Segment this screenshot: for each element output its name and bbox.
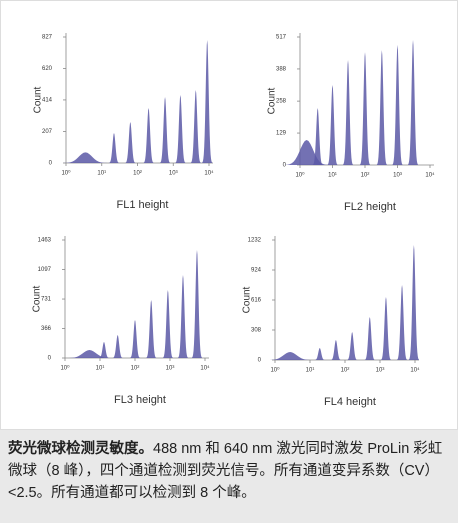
peak: [380, 296, 392, 360]
peak: [159, 97, 171, 163]
x-tick-label: 10⁰: [295, 172, 305, 179]
y-tick-label: 1232: [248, 238, 262, 244]
x-tick-label: 10⁰: [270, 367, 280, 374]
peak: [129, 320, 141, 358]
x-axis-label: FL2 height: [344, 201, 396, 213]
y-axis-label: Count: [242, 286, 253, 313]
peak: [63, 152, 108, 163]
peak: [327, 85, 338, 165]
y-tick-label: 0: [283, 163, 287, 169]
y-tick-label: 620: [42, 66, 53, 72]
peak: [330, 340, 342, 360]
peak: [359, 52, 371, 165]
peak: [392, 44, 403, 165]
peak: [407, 39, 419, 165]
peak: [347, 332, 358, 360]
peak: [191, 250, 203, 358]
y-axis-label: Count: [32, 285, 43, 312]
y-tick-label: 308: [251, 328, 262, 334]
caption: 荧光微球检测灵敏度。488 nm 和 640 nm 激光同时激发 ProLin …: [0, 430, 458, 523]
y-tick-label: 0: [49, 161, 53, 167]
peak: [202, 40, 213, 163]
peak: [108, 132, 120, 163]
peak: [175, 95, 186, 163]
y-tick-label: 616: [251, 298, 262, 304]
y-tick-label: 1097: [38, 267, 52, 273]
x-tick-label: 10⁴: [425, 172, 435, 179]
peak: [312, 108, 323, 165]
peak: [314, 348, 325, 360]
peak: [190, 90, 201, 163]
peak: [143, 108, 154, 163]
x-tick-label: 10²: [131, 366, 140, 372]
x-tick-label: 10¹: [328, 173, 337, 179]
y-tick-label: 731: [41, 297, 52, 303]
caption-text: 488 nm 和 640 nm 激光同时激发 ProLin 彩虹微球（8 峰），…: [8, 441, 443, 501]
peak: [98, 342, 110, 358]
figure: 0 207 414 620 827 10⁰ 10¹ 10² 10³ 10⁴ Count FL1 hei…: [0, 0, 458, 430]
peak: [67, 350, 112, 358]
caption-bold: 荧光微球检测灵敏度。: [8, 441, 153, 457]
peak: [342, 60, 354, 165]
peak: [162, 290, 174, 358]
x-tick-label: 10³: [376, 368, 385, 374]
x-tick-label: 10²: [133, 171, 142, 177]
x-tick-label: 10⁴: [410, 367, 420, 374]
x-tick-label: 10¹: [97, 171, 106, 177]
y-tick-label: 366: [41, 326, 52, 332]
peak: [396, 285, 408, 360]
x-tick-label: 10⁰: [60, 365, 70, 372]
y-tick-label: 388: [276, 67, 287, 73]
x-tick-label: 10²: [341, 368, 350, 374]
x-tick-label: 10³: [169, 171, 178, 177]
y-tick-label: 924: [251, 268, 262, 274]
x-tick-label: 10⁴: [204, 170, 214, 177]
peak: [364, 317, 375, 360]
y-tick-label: 517: [276, 35, 287, 41]
x-tick-label: 10³: [393, 173, 402, 179]
y-tick-label: 258: [276, 99, 287, 105]
peak: [408, 244, 420, 360]
x-axis-label: FL1 height: [117, 199, 169, 211]
x-tick-label: 10³: [166, 366, 175, 372]
y-tick-label: 207: [42, 129, 53, 135]
x-axis-label: FL3 height: [114, 394, 166, 406]
y-axis-label: Count: [33, 86, 44, 113]
x-tick-label: 10¹: [96, 366, 105, 372]
peak: [146, 300, 157, 358]
y-tick-label: 827: [42, 35, 53, 41]
y-tick-label: 414: [42, 98, 53, 104]
peak: [125, 122, 136, 163]
peak: [267, 352, 313, 360]
x-tick-label: 10⁴: [200, 365, 210, 372]
x-axis-label: FL4 height: [324, 396, 376, 408]
y-tick-label: 0: [258, 358, 262, 364]
x-tick-label: 10²: [361, 173, 370, 179]
x-tick-label: 10⁰: [61, 170, 71, 177]
y-tick-label: 0: [48, 356, 52, 362]
y-axis-label: Count: [267, 87, 278, 114]
peak: [112, 335, 123, 358]
y-tick-label: 1463: [38, 238, 52, 244]
x-tick-label: 10¹: [306, 368, 315, 374]
peak: [376, 50, 387, 166]
peak: [284, 139, 330, 165]
peak: [177, 275, 189, 358]
y-tick-label: 129: [276, 131, 287, 137]
